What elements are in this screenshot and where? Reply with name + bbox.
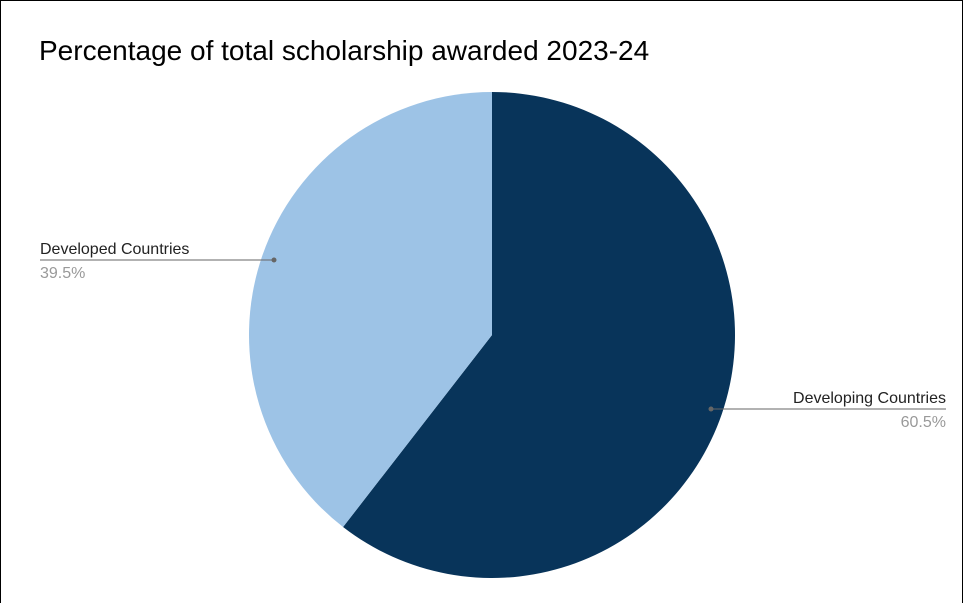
slice-label-developed-countries: Developed Countries bbox=[40, 241, 189, 258]
pie-slice-developed-countries bbox=[248, 92, 492, 528]
leader-dot-developing-countries bbox=[708, 406, 714, 412]
slice-percent-developing-countries: 60.5% bbox=[901, 414, 946, 431]
slice-label-developing-countries: Developing Countries bbox=[793, 390, 946, 407]
leader-dot-developed-countries bbox=[271, 257, 277, 263]
chart-title: Percentage of total scholarship awarded … bbox=[39, 35, 650, 66]
slice-percent-developed-countries: 39.5% bbox=[40, 265, 85, 282]
pie-slice-developing-countries bbox=[343, 92, 735, 578]
